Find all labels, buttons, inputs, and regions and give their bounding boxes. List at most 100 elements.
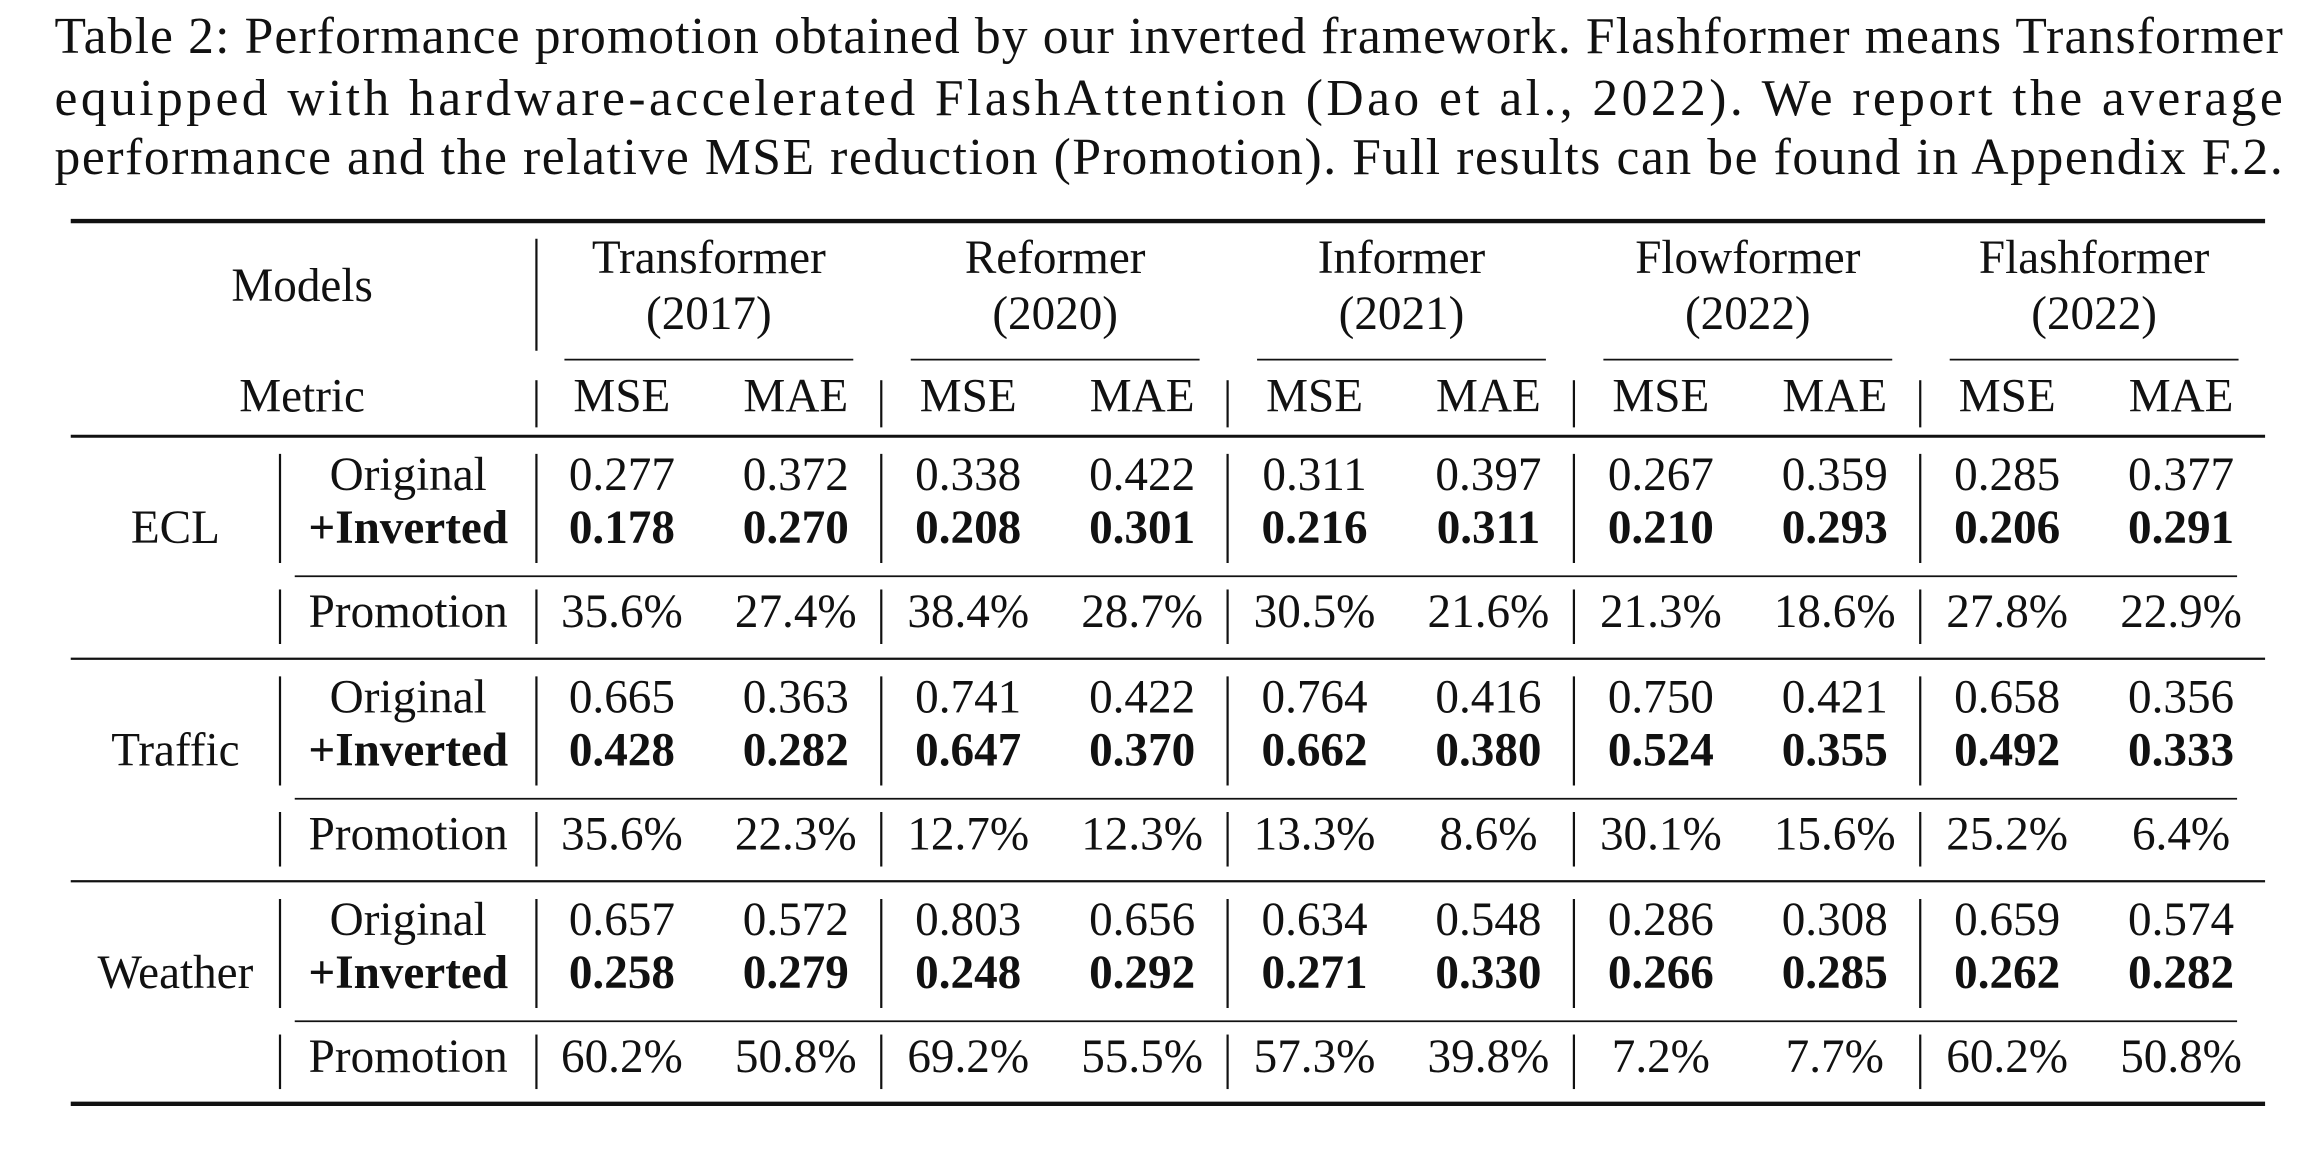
row-label: Promotion [309, 1031, 508, 1083]
dataset-name: ECL [131, 502, 220, 554]
row-label: +Inverted [308, 724, 508, 776]
cell-value: 12.3% [1081, 808, 1203, 860]
cell-value: 0.286 [1608, 894, 1714, 946]
cell-value: 0.764 [1262, 671, 1368, 723]
dataset-name: Traffic [111, 724, 239, 776]
cell-value: 0.659 [1954, 894, 2060, 946]
cell-value: 38.4% [907, 586, 1029, 638]
cell-value: 0.380 [1435, 724, 1541, 776]
cell-value: 0.271 [1262, 947, 1368, 999]
cell-value: 0.656 [1089, 894, 1195, 946]
model-name: Informer [1318, 232, 1486, 284]
row-label: +Inverted [308, 947, 508, 999]
metric-label: MAE [1782, 371, 1887, 423]
metric-label: MAE [1436, 371, 1541, 423]
cell-value: 0.210 [1608, 502, 1714, 554]
cell-value: 0.665 [569, 671, 675, 723]
cell-value: 0.282 [2128, 947, 2234, 999]
cell-value: 0.248 [915, 947, 1021, 999]
cell-value: 0.370 [1089, 724, 1195, 776]
cell-value: 0.658 [1954, 671, 2060, 723]
cell-value: 0.267 [1608, 449, 1714, 501]
cell-value: 0.356 [2128, 671, 2234, 723]
cell-value: 0.524 [1608, 724, 1714, 776]
cell-value: 0.293 [1782, 502, 1888, 554]
cell-value: 0.330 [1435, 947, 1541, 999]
model-name: Reformer [965, 232, 1146, 284]
cell-value: 60.2% [561, 1031, 683, 1083]
model-year: (2020) [992, 288, 1118, 340]
cell-value: 55.5% [1081, 1031, 1203, 1083]
metric-label: MSE [1959, 371, 2056, 423]
cell-value: 0.291 [2128, 502, 2234, 554]
cell-value: 0.282 [743, 724, 849, 776]
caption-line: performance and the relative MSE reducti… [55, 129, 2283, 186]
caption-line: equipped with hardware-accelerated Flash… [55, 70, 2283, 127]
cell-value: 30.1% [1600, 808, 1722, 860]
model-name: Flowformer [1635, 232, 1860, 284]
cell-value: 0.262 [1954, 947, 2060, 999]
model-year: (2021) [1339, 288, 1465, 340]
cell-value: 0.422 [1089, 671, 1195, 723]
cell-value: 0.216 [1262, 502, 1368, 554]
row-label: Promotion [309, 808, 508, 860]
model-name: Flashformer [1979, 232, 2210, 284]
dataset-name: Weather [97, 947, 253, 999]
model-year: (2022) [2031, 288, 2157, 340]
cell-value: 7.7% [1786, 1031, 1884, 1083]
cell-value: 0.359 [1782, 449, 1888, 501]
cell-value: 35.6% [561, 808, 683, 860]
cell-value: 21.6% [1428, 586, 1550, 638]
cell-value: 0.333 [2128, 724, 2234, 776]
cell-value: 0.363 [743, 671, 849, 723]
model-name: Transformer [592, 232, 826, 284]
cell-value: 50.8% [735, 1031, 857, 1083]
cell-value: 0.422 [1089, 449, 1195, 501]
cell-value: 0.178 [569, 502, 675, 554]
cell-value: 25.2% [1946, 808, 2068, 860]
cell-value: 35.6% [561, 586, 683, 638]
cell-value: 0.803 [915, 894, 1021, 946]
cell-value: 0.574 [2128, 894, 2234, 946]
cell-value: 15.6% [1774, 808, 1896, 860]
cell-value: 0.279 [743, 947, 849, 999]
cell-value: 0.301 [1089, 502, 1195, 554]
cell-value: 0.741 [915, 671, 1021, 723]
corner-metric: Metric [239, 371, 365, 423]
cell-value: 0.750 [1608, 671, 1714, 723]
cell-value: 22.9% [2120, 586, 2242, 638]
cell-value: 27.8% [1946, 586, 2068, 638]
row-label: Original [330, 671, 487, 723]
cell-value: 0.338 [915, 449, 1021, 501]
cell-value: 39.8% [1428, 1031, 1550, 1083]
cell-value: 0.311 [1437, 502, 1540, 554]
model-year: (2022) [1685, 288, 1811, 340]
cell-value: 6.4% [2132, 808, 2230, 860]
cell-value: 50.8% [2120, 1031, 2242, 1083]
metric-label: MSE [573, 371, 670, 423]
cell-value: 0.277 [569, 449, 675, 501]
cell-value: 21.3% [1600, 586, 1722, 638]
cell-value: 0.647 [915, 724, 1021, 776]
row-label: Original [330, 449, 487, 501]
cell-value: 69.2% [907, 1031, 1029, 1083]
cell-value: 0.662 [1262, 724, 1368, 776]
cell-value: 0.572 [743, 894, 849, 946]
cell-value: 0.428 [569, 724, 675, 776]
cell-value: 60.2% [1946, 1031, 2068, 1083]
cell-value: 57.3% [1254, 1031, 1376, 1083]
cell-value: 22.3% [735, 808, 857, 860]
metric-label: MAE [743, 371, 848, 423]
cell-value: 0.311 [1262, 449, 1366, 501]
corner-models: Models [231, 260, 372, 312]
cell-value: 0.285 [1782, 947, 1888, 999]
metric-label: MSE [1612, 371, 1709, 423]
cell-value: 0.492 [1954, 724, 2060, 776]
cell-value: 7.2% [1612, 1031, 1710, 1083]
cell-value: 0.548 [1435, 894, 1541, 946]
cell-value: 0.206 [1954, 502, 2060, 554]
cell-value: 0.266 [1608, 947, 1714, 999]
cell-value: 0.308 [1782, 894, 1888, 946]
